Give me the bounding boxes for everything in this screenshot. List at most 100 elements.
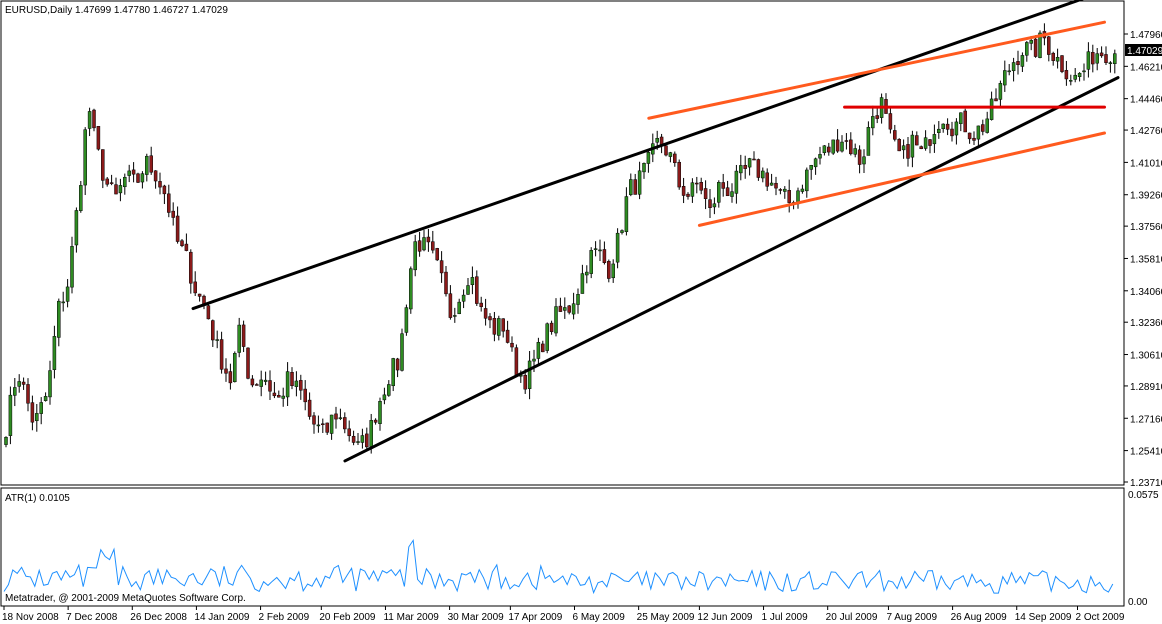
candle-body	[835, 139, 840, 152]
candle-body	[149, 155, 153, 173]
candle-body	[1086, 51, 1091, 70]
candle-body	[211, 320, 215, 341]
candle-body	[805, 169, 809, 192]
candle-body	[1020, 55, 1025, 67]
candle-body	[153, 170, 158, 182]
price-tick-label: 1.44460	[1130, 95, 1162, 106]
candle-body	[321, 423, 325, 425]
candle-body	[571, 303, 576, 315]
candle-body	[387, 384, 391, 396]
candle-body	[224, 368, 228, 374]
candle-body	[140, 173, 145, 183]
candle-body	[545, 323, 549, 351]
candle-body	[932, 134, 937, 145]
time-tick-label: 14 Jan 2009	[194, 612, 249, 623]
candle-body	[576, 294, 580, 305]
candle-body	[417, 240, 422, 252]
candle-body	[197, 293, 202, 297]
candle-body	[109, 182, 114, 184]
price-tick-label: 1.32360	[1130, 318, 1162, 329]
candle-body	[629, 179, 633, 195]
candle-body	[74, 210, 79, 246]
candle-body	[910, 134, 915, 158]
candle-body	[475, 276, 479, 304]
candle-body	[963, 110, 967, 133]
candle-body	[809, 165, 813, 170]
candle-body	[937, 128, 941, 133]
candle-body	[923, 137, 928, 149]
candle-body	[470, 277, 475, 286]
candle-body	[708, 199, 712, 208]
candle-body	[1007, 70, 1011, 73]
candle-body	[690, 182, 695, 197]
candle-body	[351, 435, 356, 443]
candle-body	[642, 163, 646, 173]
candle-body	[941, 123, 945, 130]
candle-body	[171, 210, 175, 218]
candle-body	[483, 308, 488, 319]
candle-body	[378, 401, 382, 424]
candle-body	[1047, 36, 1051, 55]
candle-body	[145, 155, 149, 175]
candle-body	[52, 336, 57, 370]
candle-body	[558, 305, 563, 312]
price-tick-label: 1.46210	[1130, 62, 1162, 73]
price-tick-label: 1.27160	[1130, 414, 1162, 425]
candle-body	[897, 138, 901, 152]
candle-body	[906, 144, 910, 159]
time-tick-label: 25 May 2009	[637, 612, 695, 623]
candle-body	[862, 156, 866, 165]
candle-body	[57, 300, 61, 338]
candle-body	[70, 246, 74, 288]
candle-body	[347, 428, 351, 437]
candle-body	[1003, 70, 1007, 86]
price-tick-label: 1.47960	[1130, 30, 1162, 41]
candle-body	[413, 241, 417, 271]
candle-body	[123, 176, 127, 188]
candle-body	[646, 152, 651, 164]
candle-body	[189, 251, 193, 284]
candle-body	[439, 260, 444, 274]
candle-body	[1011, 62, 1016, 72]
candle-body	[444, 271, 448, 295]
candle-body	[998, 83, 1003, 100]
candle-body	[959, 112, 963, 124]
candle-body	[228, 371, 233, 384]
candle-body	[1077, 72, 1082, 77]
candle-body	[1016, 61, 1020, 66]
atr-indicator	[3, 538, 1114, 595]
candle-body	[83, 129, 87, 186]
candle-body	[431, 241, 435, 251]
candle-body	[1069, 80, 1073, 82]
candle-body	[607, 261, 611, 279]
time-tick-label: 6 May 2009	[573, 612, 626, 623]
candle-body	[853, 148, 857, 155]
candle-body	[945, 123, 950, 130]
candle-body	[686, 193, 690, 197]
candle-body	[743, 165, 747, 169]
candle-body	[800, 188, 805, 192]
candle-body	[316, 424, 321, 427]
candle-body	[101, 149, 105, 181]
candle-body	[778, 189, 783, 191]
candle-body	[404, 307, 409, 333]
candle-body	[857, 149, 862, 165]
candle-body	[241, 324, 246, 347]
time-tick-label: 26 Dec 2008	[130, 612, 187, 623]
candle-body	[105, 178, 109, 185]
candle-body	[338, 417, 343, 419]
candle-body	[699, 182, 703, 191]
candle-body	[730, 191, 734, 197]
trendline	[647, 20, 1106, 120]
candle-body	[1095, 53, 1099, 64]
candle-body	[1064, 70, 1069, 80]
candle-body	[294, 380, 299, 387]
candle-body	[1073, 74, 1077, 80]
current-price-label: 1.47029	[1127, 46, 1162, 57]
candle-body	[598, 249, 602, 252]
candle-body	[787, 190, 791, 203]
candle-body	[87, 111, 92, 129]
time-tick-label: 18 Nov 2008	[2, 612, 59, 623]
candle-body	[893, 130, 897, 140]
candle-body	[554, 306, 558, 334]
